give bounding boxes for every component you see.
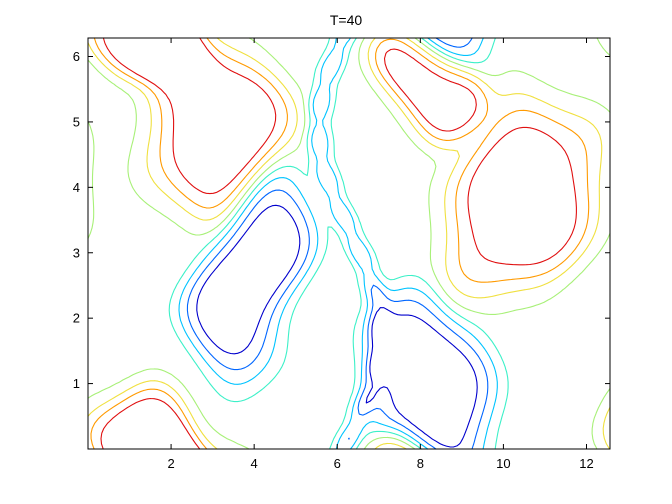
contour-lines bbox=[87, 37, 611, 450]
y-tick-label: 1 bbox=[73, 376, 80, 391]
contour-level-2 bbox=[186, 37, 489, 450]
y-tick-label: 4 bbox=[73, 180, 80, 195]
contour-level-4 bbox=[168, 37, 509, 450]
y-axis: 1 2 3 4 5 6 bbox=[73, 49, 610, 391]
x-tick-label: 6 bbox=[334, 456, 341, 471]
x-tick-label: 2 bbox=[167, 456, 174, 471]
chart-title: T=40 bbox=[330, 12, 363, 28]
x-tick-label: 4 bbox=[251, 456, 258, 471]
contour-level-7 bbox=[90, 37, 590, 450]
contour-level-1 bbox=[196, 204, 478, 448]
contour-level-8 bbox=[100, 37, 577, 450]
x-tick-label: 8 bbox=[417, 456, 424, 471]
y-tick-label: 2 bbox=[73, 311, 80, 326]
plot-frame bbox=[87, 37, 611, 450]
y-tick-label: 6 bbox=[73, 49, 80, 64]
x-tick-label: 10 bbox=[496, 456, 510, 471]
y-tick-label: 3 bbox=[73, 245, 80, 260]
x-axis: 2 4 6 8 10 12 bbox=[167, 38, 594, 471]
y-tick-label: 5 bbox=[73, 114, 80, 129]
x-tick-label: 12 bbox=[579, 456, 593, 471]
contour-level-5 bbox=[87, 37, 611, 450]
contour-level-6 bbox=[87, 37, 611, 450]
